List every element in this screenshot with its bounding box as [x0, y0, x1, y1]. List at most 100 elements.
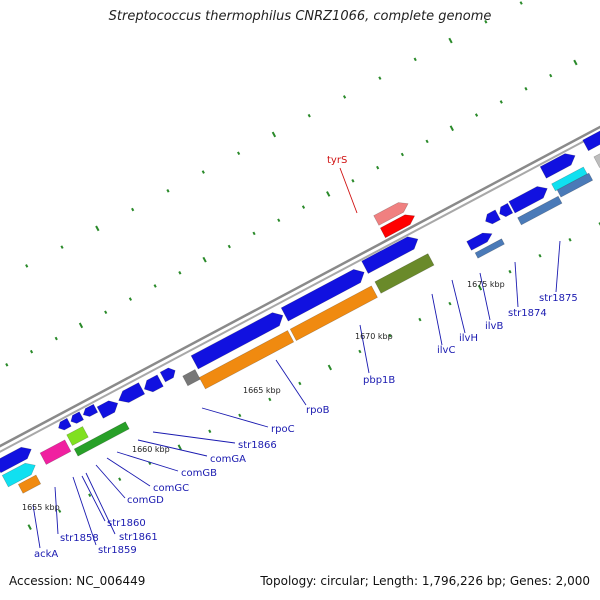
- gene-label-rpob: rpoB: [306, 405, 330, 416]
- ruler-tick: [499, 100, 503, 104]
- gene-tracks: [0, 130, 600, 494]
- scale-label: 1665 kbp: [243, 386, 281, 395]
- gene-feature: [539, 153, 576, 179]
- label-leader-lines: [32, 167, 561, 549]
- gene-labels: 1655 kbp 1660 kbp 1665 kbp 1670 kbp 1675 kbp…: [22, 155, 578, 560]
- ruler-tick: [54, 336, 58, 341]
- ruler-tick: [568, 237, 572, 242]
- gene-feature: [198, 330, 295, 390]
- gene-label-acka: ackA: [34, 549, 58, 560]
- ruler-tick: [88, 493, 92, 497]
- gene-label-ilvh: ilvH: [459, 333, 478, 344]
- gene-label-ilvb: ilvB: [485, 321, 503, 332]
- ruler-tick: [131, 207, 135, 212]
- ruler-tick: [307, 113, 311, 118]
- gene-feature: [499, 202, 514, 218]
- gene-feature: [582, 130, 600, 152]
- topology-summary: Topology: circular; Length: 1,796,226 bp…: [260, 574, 590, 588]
- ruler-tick: [549, 73, 553, 78]
- gene-label-str1860: str1860: [107, 518, 146, 529]
- gene-label-comgb: comGB: [181, 468, 217, 479]
- leader-line: [85, 472, 116, 535]
- gene-feature: [593, 153, 600, 168]
- scale-label: 1670 kbp: [355, 332, 393, 341]
- genome-backbone: [0, 125, 600, 453]
- ruler-tick: [358, 349, 362, 354]
- leader-line: [72, 476, 97, 546]
- leader-line: [32, 504, 41, 549]
- gene-feature: [73, 421, 130, 457]
- ruler-tick: [178, 271, 182, 275]
- ruler-tick: [237, 151, 241, 156]
- scale-label: 1660 kbp: [132, 445, 170, 454]
- gene-feature: [96, 400, 119, 419]
- gene-feature: [0, 446, 32, 474]
- ruler-tick: [238, 413, 242, 418]
- gene-label-str1861: str1861: [119, 532, 158, 543]
- backbone-line: [0, 125, 600, 448]
- gene-feature: [190, 312, 284, 370]
- ruler-tick: [400, 152, 404, 157]
- gene-label-str1874: str1874: [508, 308, 547, 319]
- gene-feature: [66, 426, 89, 446]
- gene-label-str1858: str1858: [60, 533, 99, 544]
- ruler-tick: [208, 429, 212, 434]
- leader-line: [137, 439, 208, 457]
- gene-feature: [517, 195, 563, 226]
- backbone-line: [0, 131, 600, 453]
- ruler-tick: [448, 37, 453, 44]
- gene-feature: [39, 439, 72, 465]
- gene-feature: [159, 367, 176, 383]
- ruler-tick: [201, 170, 205, 174]
- ruler-tick: [376, 165, 380, 170]
- ruler-tick: [301, 205, 306, 209]
- gene-feature: [373, 202, 409, 226]
- ruler-tick: [524, 86, 528, 91]
- ruler-tick: [58, 509, 62, 513]
- leader-line: [514, 261, 519, 308]
- ruler-tick: [326, 191, 331, 197]
- gene-feature: [58, 417, 72, 431]
- leader-line: [451, 279, 466, 334]
- gene-label-comgd: comGD: [127, 495, 164, 506]
- ruler-tick: [388, 333, 392, 338]
- ruler-tick: [153, 284, 157, 288]
- leader-line: [431, 293, 443, 346]
- ruler-tick: [128, 297, 133, 301]
- gene-label-ilvc: ilvC: [437, 345, 455, 356]
- gene-feature: [118, 382, 146, 403]
- ruler-tick: [118, 477, 122, 482]
- ruler-tick: [413, 57, 417, 62]
- ruler-tick: [5, 363, 9, 367]
- gene-label-str1875: str1875: [539, 293, 578, 304]
- gene-feature: [70, 411, 85, 424]
- ruler-tick: [342, 95, 347, 99]
- gene-feature: [374, 253, 435, 294]
- ruler-tick: [484, 19, 488, 24]
- gene-feature: [556, 172, 594, 198]
- leader-line: [201, 407, 269, 428]
- leader-line: [555, 240, 561, 293]
- ruler-tick: [351, 179, 355, 183]
- leader-line: [479, 272, 491, 321]
- ruler-tick: [60, 245, 64, 249]
- leader-line: [54, 486, 59, 535]
- ruler-tick: [227, 244, 231, 249]
- gene-label-str1866: str1866: [238, 440, 277, 451]
- ruler-tick: [277, 218, 281, 223]
- gene-feature: [466, 232, 493, 251]
- gene-feature: [280, 269, 365, 322]
- map-title: Streptococcus thermophilus CNRZ1066, com…: [108, 9, 492, 24]
- leader-line: [152, 431, 236, 444]
- ruler-tick: [378, 76, 382, 80]
- ruler-tick: [425, 139, 429, 144]
- ruler-tick: [448, 301, 452, 306]
- ruler-tick: [538, 253, 542, 258]
- gene-feature: [361, 236, 419, 274]
- ruler-tick: [27, 524, 32, 530]
- ruler-tick: [104, 310, 108, 315]
- ruler-tick: [252, 231, 256, 236]
- ruler-tick: [177, 444, 182, 451]
- ruler-tick: [474, 113, 479, 117]
